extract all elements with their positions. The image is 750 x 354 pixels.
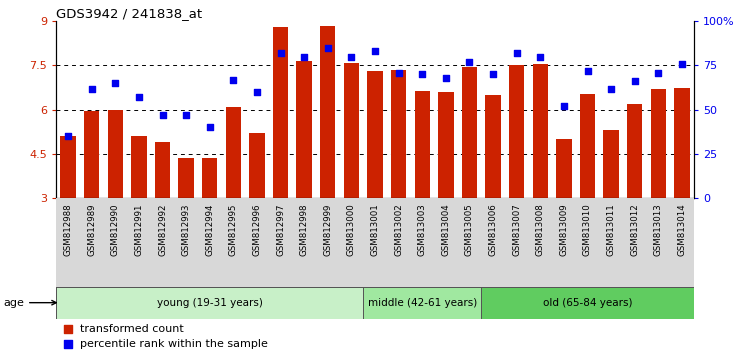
Point — [534, 54, 546, 59]
Bar — [438, 92, 454, 198]
Point — [298, 54, 310, 59]
Bar — [107, 110, 123, 198]
Bar — [178, 159, 194, 198]
Text: GSM812996: GSM812996 — [253, 203, 262, 256]
Bar — [296, 61, 312, 198]
Point — [322, 45, 334, 51]
Bar — [56, 287, 363, 319]
Bar — [462, 67, 477, 198]
Point — [227, 77, 239, 82]
Text: percentile rank within the sample: percentile rank within the sample — [80, 339, 268, 349]
Bar — [154, 142, 170, 198]
Text: GSM813000: GSM813000 — [347, 203, 356, 256]
Text: GSM812988: GSM812988 — [64, 203, 73, 256]
Point — [628, 79, 640, 84]
Text: GSM813013: GSM813013 — [654, 203, 663, 256]
Bar — [482, 287, 694, 319]
Point — [62, 133, 74, 139]
Point — [274, 50, 286, 56]
Text: GSM813011: GSM813011 — [607, 203, 616, 256]
Point — [157, 112, 169, 118]
Bar — [249, 133, 265, 198]
Text: age: age — [3, 298, 56, 308]
Point — [133, 95, 145, 100]
Text: young (19-31 years): young (19-31 years) — [157, 298, 262, 308]
Point — [204, 125, 216, 130]
Text: GSM812989: GSM812989 — [87, 203, 96, 256]
Text: GSM813005: GSM813005 — [465, 203, 474, 256]
Point — [440, 75, 452, 81]
Bar — [580, 93, 596, 198]
Bar — [651, 89, 666, 198]
Bar — [674, 88, 689, 198]
Bar — [509, 65, 524, 198]
Text: GSM813014: GSM813014 — [677, 203, 686, 256]
Text: GSM812993: GSM812993 — [182, 203, 190, 256]
Text: GSM812991: GSM812991 — [134, 203, 143, 256]
Bar — [61, 136, 76, 198]
Text: GSM813007: GSM813007 — [512, 203, 521, 256]
Bar — [344, 63, 359, 198]
Point — [605, 86, 617, 91]
Point — [110, 80, 122, 86]
Text: GSM813010: GSM813010 — [583, 203, 592, 256]
Point — [251, 89, 263, 95]
Text: GDS3942 / 241838_at: GDS3942 / 241838_at — [56, 7, 202, 20]
Bar — [485, 95, 501, 198]
Text: GSM812992: GSM812992 — [158, 203, 167, 256]
Text: GSM813004: GSM813004 — [441, 203, 450, 256]
Point — [180, 112, 192, 118]
Text: GSM813003: GSM813003 — [418, 203, 427, 256]
Point — [676, 61, 688, 67]
Bar — [556, 139, 572, 198]
Point — [511, 50, 523, 56]
Point — [369, 48, 381, 54]
Text: transformed count: transformed count — [80, 324, 184, 333]
Point — [86, 86, 98, 91]
Bar — [627, 104, 643, 198]
Point — [62, 326, 74, 331]
Bar — [226, 107, 241, 198]
Text: GSM813006: GSM813006 — [488, 203, 497, 256]
Point — [558, 103, 570, 109]
Text: GSM812994: GSM812994 — [206, 203, 214, 256]
Bar — [320, 26, 335, 198]
Text: GSM813009: GSM813009 — [560, 203, 568, 256]
Text: GSM812997: GSM812997 — [276, 203, 285, 256]
Text: GSM812999: GSM812999 — [323, 203, 332, 256]
Point — [392, 70, 404, 75]
Text: middle (42-61 years): middle (42-61 years) — [368, 298, 477, 308]
Bar — [273, 27, 288, 198]
Point — [652, 70, 664, 75]
Text: GSM812998: GSM812998 — [300, 203, 309, 256]
Bar — [391, 70, 406, 198]
Point — [581, 68, 593, 74]
Bar — [368, 72, 382, 198]
Text: GSM813002: GSM813002 — [394, 203, 403, 256]
Text: GSM812995: GSM812995 — [229, 203, 238, 256]
Point — [346, 54, 358, 59]
Bar — [604, 130, 619, 198]
Bar — [131, 136, 146, 198]
Point — [464, 59, 476, 65]
Point — [487, 72, 499, 77]
Text: GSM813008: GSM813008 — [536, 203, 544, 256]
Bar — [84, 111, 99, 198]
Bar — [363, 287, 482, 319]
Point — [416, 72, 428, 77]
Point — [62, 341, 74, 347]
Text: old (65-84 years): old (65-84 years) — [543, 298, 632, 308]
Text: GSM813012: GSM813012 — [630, 203, 639, 256]
Bar — [415, 91, 430, 198]
Text: GSM812990: GSM812990 — [111, 203, 120, 256]
Bar — [202, 159, 217, 198]
Text: GSM813001: GSM813001 — [370, 203, 380, 256]
Bar — [532, 64, 548, 198]
